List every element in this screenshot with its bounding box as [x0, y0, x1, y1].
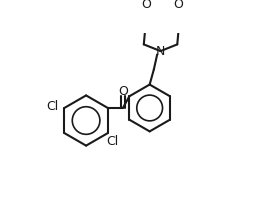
Text: O: O [172, 0, 182, 11]
Text: Cl: Cl [105, 135, 118, 148]
Text: O: O [141, 0, 151, 11]
Text: N: N [155, 45, 165, 58]
Text: O: O [118, 85, 127, 98]
Text: Cl: Cl [46, 100, 58, 113]
